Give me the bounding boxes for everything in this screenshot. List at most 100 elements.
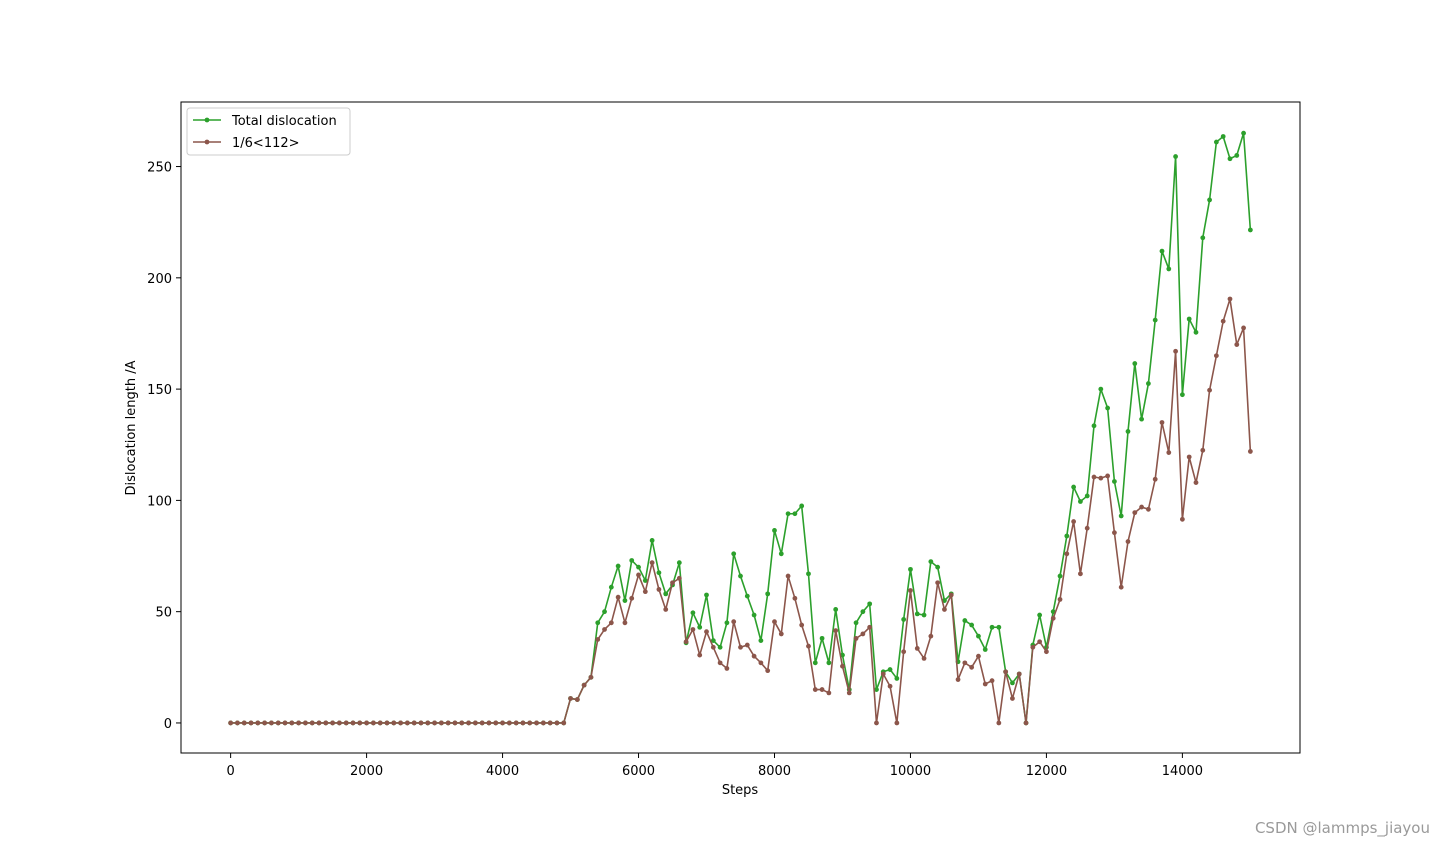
data-point [948, 592, 954, 598]
data-point [1037, 612, 1043, 618]
data-point [738, 573, 743, 579]
data-point [248, 720, 254, 726]
data-point [690, 610, 696, 616]
data-point [833, 607, 839, 612]
x-tick-label: 14000 [1162, 764, 1203, 779]
data-point [772, 528, 777, 533]
data-point [860, 609, 866, 615]
data-point [235, 720, 240, 726]
data-point [969, 622, 975, 628]
data-point [955, 677, 961, 682]
x-tick-label: 12000 [1026, 764, 1067, 779]
data-point [615, 563, 621, 569]
data-point [262, 720, 268, 726]
data-point [1098, 386, 1104, 392]
data-point [574, 697, 580, 702]
data-point [411, 720, 417, 726]
data-point [1227, 156, 1233, 162]
x-tick-label: 0 [226, 764, 234, 779]
data-point [935, 580, 941, 586]
data-point [846, 690, 852, 696]
data-point [928, 633, 934, 639]
data-point [663, 591, 669, 597]
data-point [812, 660, 818, 666]
data-point [765, 668, 771, 674]
data-point [636, 564, 641, 570]
data-point [1016, 671, 1022, 677]
data-point [724, 620, 730, 626]
data-point [704, 629, 709, 635]
data-point [799, 622, 805, 628]
x-tick-label: 8000 [758, 764, 791, 779]
data-point [534, 720, 539, 726]
data-point [710, 638, 716, 644]
data-point [989, 678, 995, 684]
legend-label: Total dislocation [231, 114, 337, 129]
data-point [744, 642, 750, 648]
data-point [357, 720, 363, 726]
x-tick-label: 4000 [486, 764, 519, 779]
series-layer [228, 130, 1253, 726]
data-point [425, 720, 431, 726]
data-point [1220, 134, 1226, 139]
data-point [819, 687, 825, 692]
data-point [1234, 153, 1240, 158]
data-point [921, 612, 927, 618]
data-point [914, 611, 920, 617]
data-point [982, 681, 988, 687]
data-point [1132, 361, 1138, 366]
data-point [500, 720, 505, 726]
data-point [1173, 348, 1178, 354]
legend-box [186, 107, 351, 156]
data-point [391, 720, 397, 726]
data-point [1146, 381, 1151, 386]
data-point [568, 696, 573, 701]
data-point [1084, 493, 1090, 499]
data-point [894, 720, 900, 726]
data-point [976, 653, 981, 659]
data-point [989, 624, 995, 630]
data-point [323, 720, 329, 726]
legend-label: 1/6<112> [232, 136, 300, 151]
data-point [1186, 316, 1192, 322]
data-point [1105, 405, 1111, 411]
data-point [826, 660, 832, 666]
data-point [751, 612, 757, 618]
data-point [398, 720, 403, 726]
data-point [513, 720, 519, 726]
data-point [690, 627, 696, 632]
data-point [806, 571, 811, 577]
data-point [330, 720, 335, 726]
y-tick-label: 200 [147, 272, 172, 287]
data-point [785, 511, 791, 517]
data-point [1159, 248, 1165, 254]
data-point [1146, 506, 1151, 512]
data-point [1227, 296, 1233, 302]
data-point [996, 624, 1002, 630]
data-point [1071, 519, 1077, 524]
data-point [812, 687, 818, 692]
data-point [602, 609, 607, 615]
data-point [1112, 479, 1117, 484]
data-point [1078, 499, 1083, 504]
legend: Total dislocation 1/6<112> [186, 107, 351, 156]
y-tick-label: 250 [147, 161, 172, 176]
data-point [1030, 644, 1036, 650]
data-point [676, 560, 682, 566]
data-point [1234, 342, 1240, 347]
y-tick-label: 100 [147, 494, 172, 509]
data-point [452, 720, 458, 726]
data-point [704, 592, 709, 598]
data-point [1125, 539, 1131, 544]
data-point [738, 644, 743, 650]
data-point [622, 620, 628, 626]
data-point [901, 649, 907, 655]
data-point [282, 720, 288, 726]
data-point [1193, 329, 1199, 335]
data-point [1037, 639, 1043, 645]
data-point [1064, 533, 1070, 539]
data-point [1010, 680, 1015, 686]
data-point [1152, 317, 1158, 323]
data-point [792, 595, 798, 601]
